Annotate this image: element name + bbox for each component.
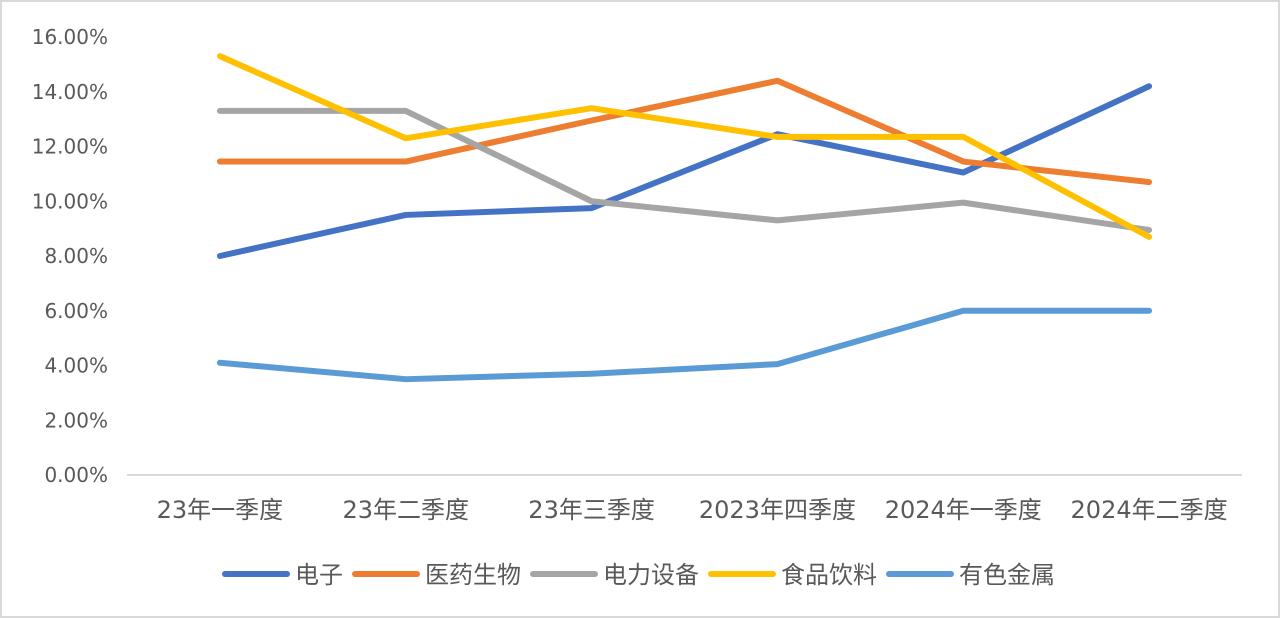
y-tick-label: 4.00% <box>44 354 108 378</box>
y-tick-label: 2.00% <box>44 408 108 432</box>
legend-label: 电力设备 <box>603 561 699 589</box>
x-category-label: 2024年一季度 <box>885 496 1042 524</box>
y-tick-label: 14.00% <box>32 80 108 104</box>
y-tick-label: 8.00% <box>44 244 108 268</box>
series-line-1 <box>216 77 1153 186</box>
legend-label: 医药生物 <box>425 561 521 589</box>
series-line-0 <box>216 83 1153 259</box>
x-category-label: 23年二季度 <box>342 496 469 524</box>
y-axis-tick-labels: 0.00% 2.00% 4.00% 6.00% 8.00% 10.00% 12.00% 14.… <box>32 25 108 487</box>
series-line-3 <box>216 53 1153 240</box>
legend-label: 食品饮料 <box>781 561 877 589</box>
x-category-label: 23年一季度 <box>157 496 284 524</box>
x-category-label: 2024年二季度 <box>1071 496 1228 524</box>
y-tick-label: 6.00% <box>44 299 108 323</box>
legend: 电子 医药生物 电力设备 食品饮料 有色金属 <box>222 561 1055 589</box>
legend-label: 电子 <box>295 561 343 589</box>
legend-label: 有色金属 <box>959 561 1055 589</box>
y-tick-label: 12.00% <box>32 135 108 159</box>
series-lines <box>216 53 1153 383</box>
x-axis-category-labels: 23年一季度 23年二季度 23年三季度 2023年四季度 2024年一季度 2024年二… <box>157 496 1228 524</box>
y-tick-label: 10.00% <box>32 189 108 213</box>
y-tick-label: 0.00% <box>44 463 108 487</box>
series-line-4 <box>216 307 1153 383</box>
series-line-2 <box>216 107 1153 233</box>
x-category-label: 2023年四季度 <box>699 496 856 524</box>
x-category-label: 23年三季度 <box>528 496 655 524</box>
y-tick-label: 16.00% <box>32 25 108 49</box>
